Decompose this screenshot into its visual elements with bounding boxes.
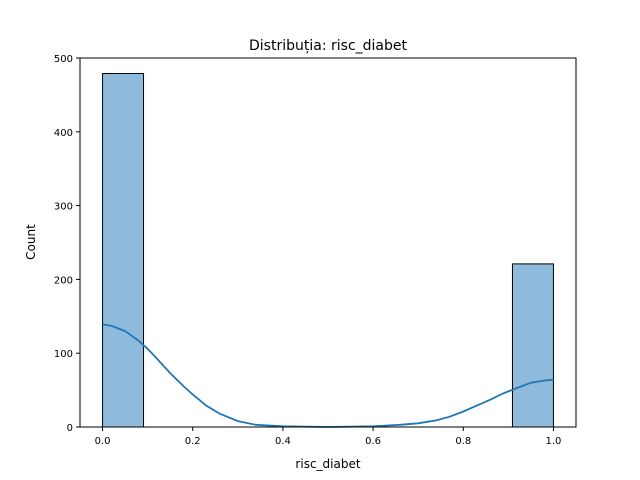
histogram-bar-0 [102,72,145,428]
plot-frame [79,57,577,428]
histogram-bar-1 [511,263,554,428]
x-tick-label-5: 1.0 [546,436,562,447]
x-tick-label-2: 0.4 [275,436,291,447]
y-tick-label-1: 100 [54,349,73,360]
kde-curve [102,323,554,428]
y-tick-label-4: 400 [54,128,73,139]
chart-title: Distribuția: risc_diabet [249,38,407,54]
y-tick-label-5: 500 [54,54,73,65]
x-axis-label: risc_diabet [295,457,360,471]
x-tick-label-4: 0.8 [455,436,471,447]
x-tick-label-1: 0.2 [185,436,201,447]
y-tick-label-0: 0 [67,423,73,434]
x-axis-ticks: 0.0 0.2 0.4 0.6 0.8 1.0 [95,427,562,447]
y-axis-ticks: 0 100 200 300 400 500 [54,54,80,434]
y-tick-label-3: 300 [54,202,73,213]
y-tick-label-2: 200 [54,275,73,286]
histogram-bars [102,72,554,428]
x-tick-label-0: 0.0 [95,436,111,447]
x-tick-label-3: 0.6 [365,436,381,447]
y-axis-label: Count [24,224,38,260]
